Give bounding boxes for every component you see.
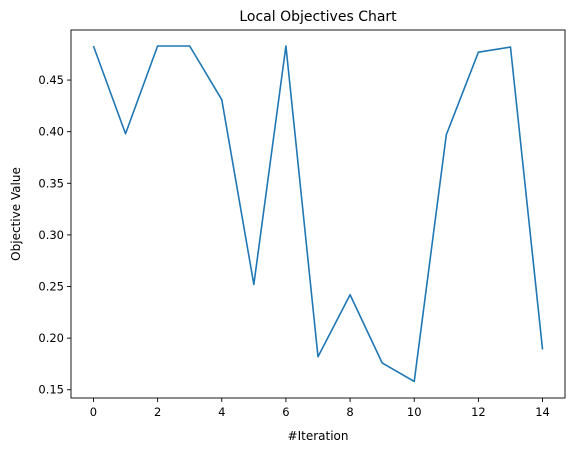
x-tick-label: 6 xyxy=(282,405,289,419)
x-tick-label: 12 xyxy=(471,405,486,419)
y-axis-label: Objective Value xyxy=(9,167,23,261)
x-axis: 0 2 4 6 8 10 12 14 xyxy=(90,398,550,419)
x-tick-label: 2 xyxy=(154,405,161,419)
x-tick-label: 8 xyxy=(346,405,353,419)
chart-title: Local Objectives Chart xyxy=(239,9,397,25)
y-axis: 0.15 0.20 0.25 0.30 0.35 0.40 0.45 xyxy=(38,73,71,397)
x-axis-label: #Iteration xyxy=(288,429,349,443)
x-tick-label: 14 xyxy=(535,405,550,419)
x-tick-label: 4 xyxy=(218,405,225,419)
y-tick-label: 0.35 xyxy=(38,176,64,190)
y-tick-label: 0.40 xyxy=(38,125,64,139)
y-tick-label: 0.20 xyxy=(38,331,64,345)
y-tick-label: 0.15 xyxy=(38,383,64,397)
y-tick-label: 0.30 xyxy=(38,228,64,242)
x-tick-label: 0 xyxy=(90,405,97,419)
series-line-0 xyxy=(92,45,544,383)
x-tick-label: 10 xyxy=(407,405,422,419)
y-tick-label: 0.25 xyxy=(38,280,64,294)
plot-frame xyxy=(70,29,566,399)
y-tick-label: 0.45 xyxy=(38,73,64,87)
plot-area xyxy=(92,45,544,383)
